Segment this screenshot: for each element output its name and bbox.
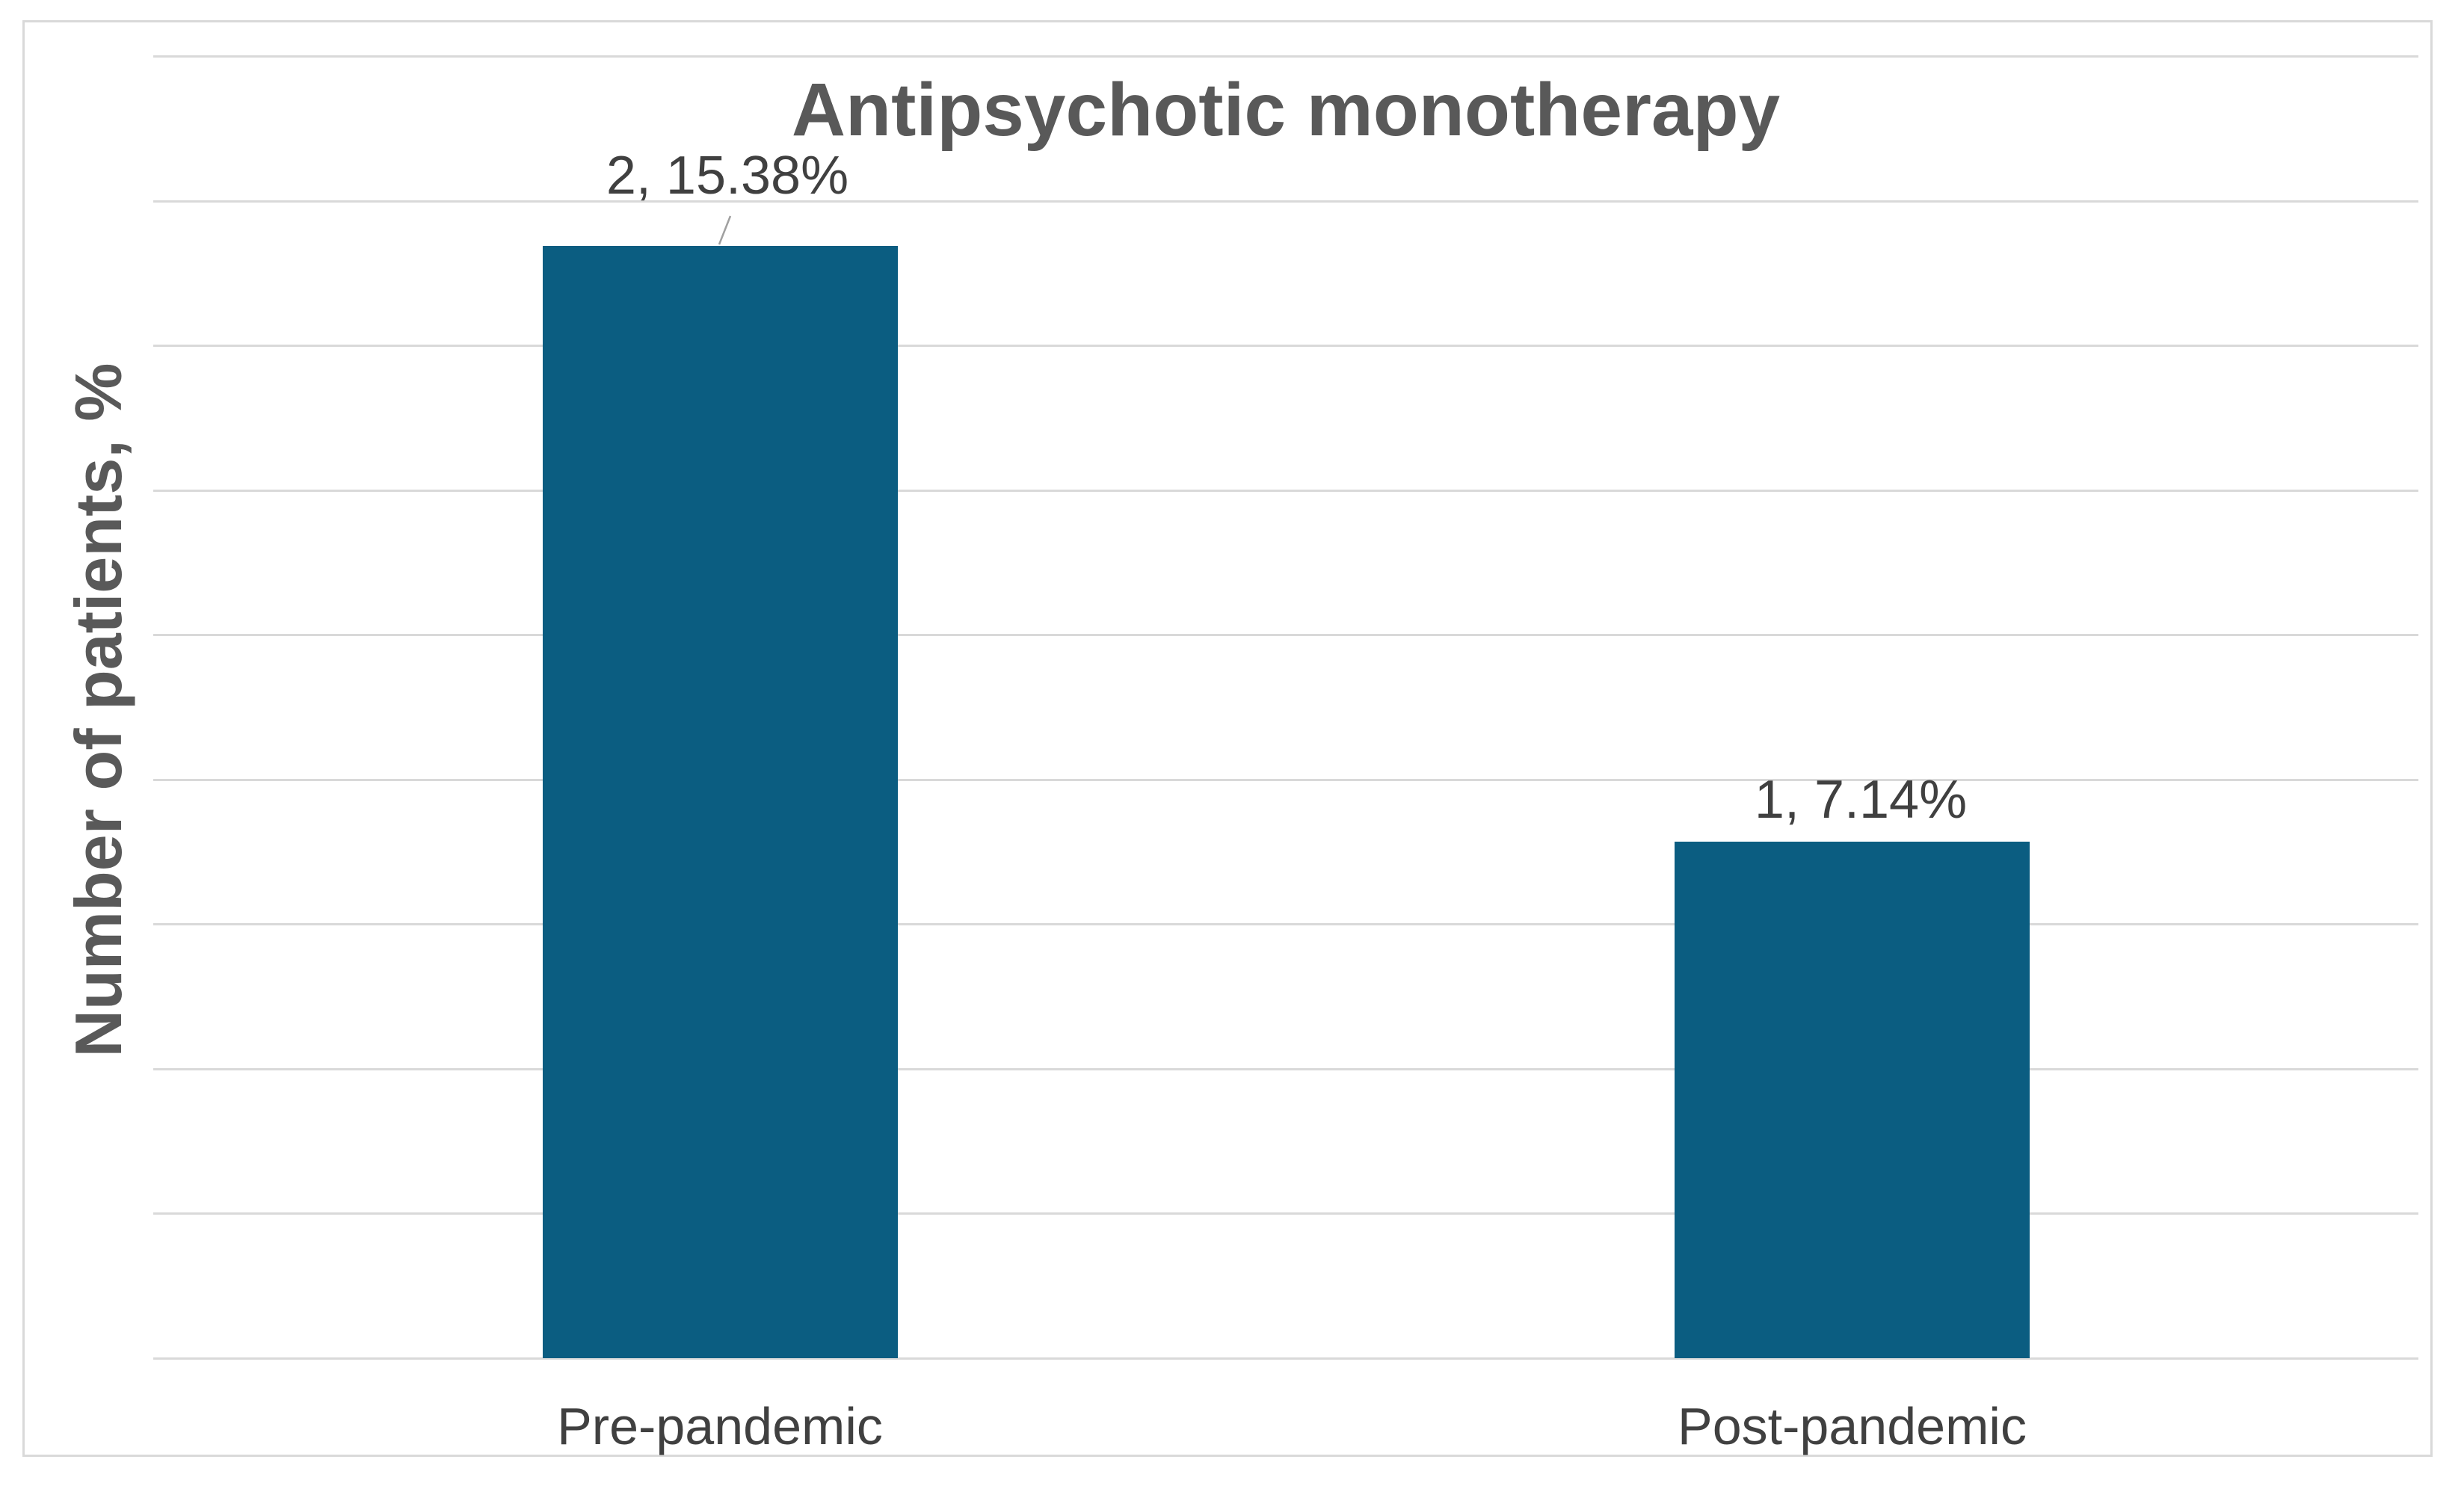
category-label-pre-pandemic: Pre-pandemic [557, 1397, 883, 1455]
gridline [153, 1067, 2418, 1070]
bar-pre-pandemic [542, 245, 898, 1358]
gridline [153, 634, 2418, 636]
chart-title: Antipsychotic monotherapy [791, 68, 1781, 152]
category-label-post-pandemic: Post-pandemic [1678, 1397, 2027, 1455]
y-axis-title: Number of patients, % [61, 363, 135, 1058]
gridline [153, 345, 2418, 347]
chart-frame [22, 20, 2433, 1457]
gridline [153, 1357, 2418, 1360]
gridline [153, 778, 2418, 781]
gridline [153, 200, 2418, 203]
data-label: 2, 15.38% [606, 146, 849, 206]
gridline [153, 55, 2418, 58]
gridline [153, 489, 2418, 492]
gridline [153, 923, 2418, 925]
data-label: 1, 7.14% [1754, 770, 1968, 830]
bar-post-pandemic [1675, 842, 2030, 1358]
gridline [153, 1212, 2418, 1215]
